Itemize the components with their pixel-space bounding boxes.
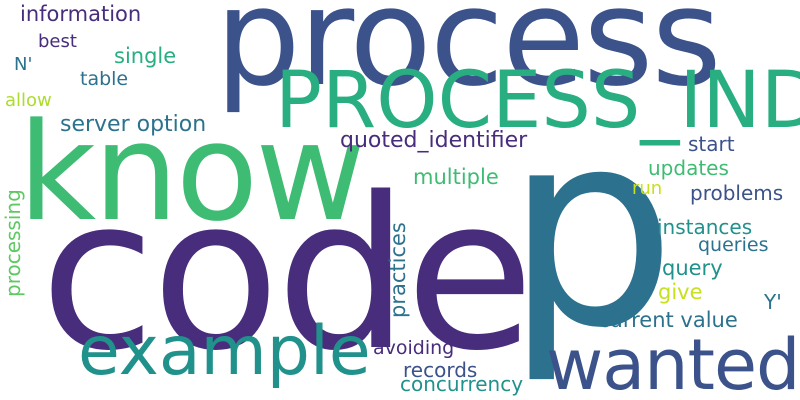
word-wanted: wanted (546, 324, 800, 400)
word-single: single (114, 44, 177, 68)
word-avoiding: avoiding (373, 337, 455, 359)
word-current-value: current value (598, 308, 738, 332)
word-n-quote: N' (14, 54, 33, 75)
word-queries: queries (698, 234, 769, 256)
word-table: table (80, 68, 129, 90)
word-allow: allow (5, 90, 52, 111)
word-process-ind: PROCESS_IND (275, 56, 800, 146)
word-instances: instances (657, 215, 753, 239)
word-information: information (20, 2, 142, 26)
word-multiple: multiple (413, 165, 499, 189)
word-concurrency: concurrency (400, 372, 524, 396)
word-p: p (505, 72, 677, 387)
word-example: example (78, 312, 371, 391)
word-run: run (632, 178, 663, 199)
word-records: records (403, 358, 478, 382)
word-know: know (18, 94, 366, 251)
word-start: start (688, 132, 735, 156)
word-query: query (662, 256, 723, 280)
word-best: best (38, 31, 77, 52)
word-problems: problems (690, 181, 784, 205)
word-give: give (658, 280, 703, 304)
word-server-option: server option (60, 112, 207, 137)
word-code: code (40, 152, 534, 397)
word-process: process (215, 0, 722, 116)
word-updates: updates (648, 156, 729, 180)
word-processing: processing (1, 189, 25, 297)
word-y-quote: Y' (764, 290, 782, 314)
word-quoted-identifier: quoted_identifier (340, 128, 528, 153)
word-practices: practices (386, 222, 410, 318)
